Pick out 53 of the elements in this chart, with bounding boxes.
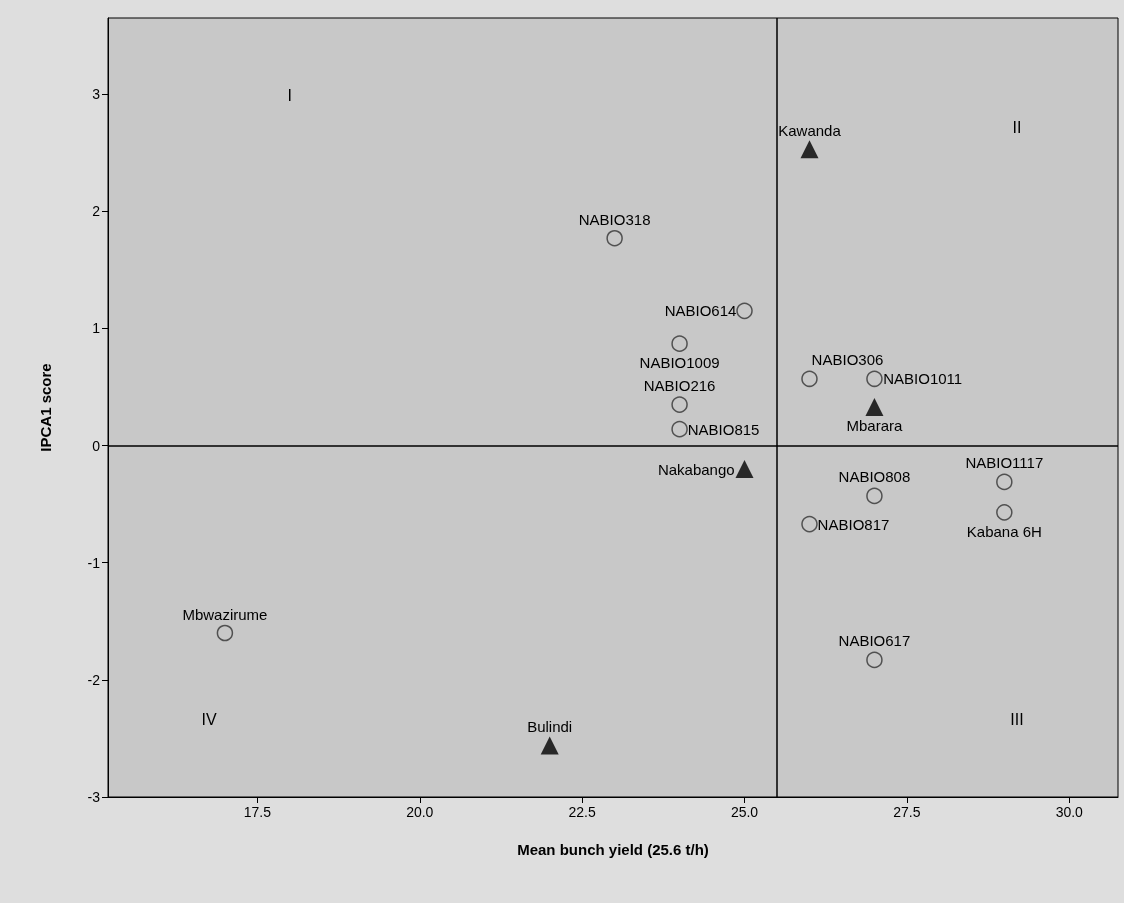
x-tick-label: 30.0 — [1055, 804, 1084, 820]
y-tick-label: 1 — [92, 320, 101, 337]
annotation: Mbarara — [846, 417, 904, 435]
point — [671, 335, 688, 352]
annotation: Kawanda — [778, 121, 842, 139]
point — [671, 420, 688, 438]
point — [216, 624, 234, 642]
x-tick-label: 17.5 — [243, 804, 272, 820]
x-axis-title: Mean bunch yield (25.6 t/h) — [517, 841, 709, 858]
annotation: Mbwazirume — [182, 605, 268, 623]
point — [866, 370, 883, 388]
point — [801, 370, 818, 388]
y-tick-label: 2 — [92, 203, 101, 220]
annotation: Kabana 6H — [966, 522, 1042, 540]
annotation: Nakabango — [657, 460, 735, 478]
annotation: NABIO817 — [817, 515, 890, 533]
point — [671, 396, 688, 413]
y-tick-label: -1 — [87, 554, 101, 571]
x-tick-label: 25.0 — [730, 804, 759, 820]
point — [736, 302, 753, 320]
point — [866, 651, 883, 669]
point — [996, 473, 1013, 491]
annotation: III — [1010, 710, 1024, 728]
point — [606, 229, 623, 247]
annotation: NABIO808 — [838, 468, 911, 486]
annotation: NABIO1117 — [965, 454, 1044, 472]
point — [865, 397, 884, 416]
annotation: II — [1012, 118, 1022, 136]
annotation: NABIO306 — [811, 351, 884, 369]
x-tick-label: 22.5 — [568, 804, 596, 820]
point — [735, 460, 754, 478]
x-tick-label: 20.0 — [406, 804, 434, 820]
y-tick-label: 3 — [92, 86, 101, 103]
annotation: Bulindi — [527, 717, 573, 735]
annotation: IV — [201, 710, 217, 728]
y-tick-label: 0 — [92, 437, 101, 454]
x-tick-label: 27.5 — [893, 804, 921, 820]
point — [800, 140, 819, 159]
annotation: NABIO1009 — [639, 354, 720, 372]
annotation: NABIO815 — [687, 420, 760, 438]
point — [801, 515, 818, 533]
y-axis-title: IPCA1 score — [37, 363, 54, 452]
annotation: I — [287, 87, 293, 105]
point — [866, 487, 883, 505]
y-tick-label: -2 — [87, 671, 101, 688]
annotation: NABIO617 — [838, 632, 911, 650]
point — [540, 736, 559, 755]
annotation: NABIO614 — [664, 302, 737, 320]
y-tick-label: -3 — [87, 789, 101, 805]
annotation: NABIO1011 — [883, 370, 963, 388]
annotation: NABIO318 — [578, 210, 651, 228]
point — [996, 504, 1013, 521]
annotation: NABIO216 — [643, 377, 716, 395]
